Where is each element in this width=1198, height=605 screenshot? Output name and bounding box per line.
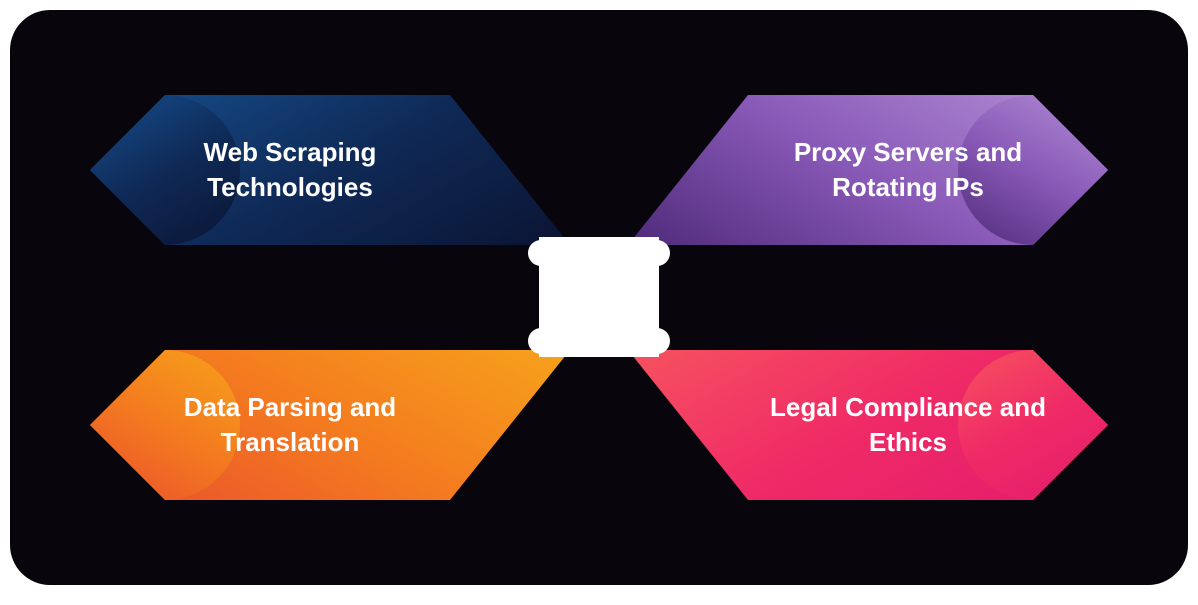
petal-web-scraping: Web Scraping Technologies <box>90 95 570 245</box>
hub-connector-dot <box>528 240 554 266</box>
petal-label: Data Parsing and Translation <box>120 390 460 460</box>
petal-label: Legal Compliance and Ethics <box>738 390 1078 460</box>
hub-connector-dot <box>528 328 554 354</box>
petal-legal-compliance: Legal Compliance and Ethics <box>628 350 1108 500</box>
diagram-canvas: Web Scraping Technologies Proxy Servers … <box>10 10 1188 585</box>
hub-connector-dot <box>644 240 670 266</box>
petal-data-parsing: Data Parsing and Translation <box>90 350 570 500</box>
hub-connector-dot <box>644 328 670 354</box>
petal-label: Proxy Servers and Rotating IPs <box>738 135 1078 205</box>
petal-proxy-servers: Proxy Servers and Rotating IPs <box>628 95 1108 245</box>
petal-label: Web Scraping Technologies <box>120 135 460 205</box>
hub-shield-icon <box>539 237 659 357</box>
